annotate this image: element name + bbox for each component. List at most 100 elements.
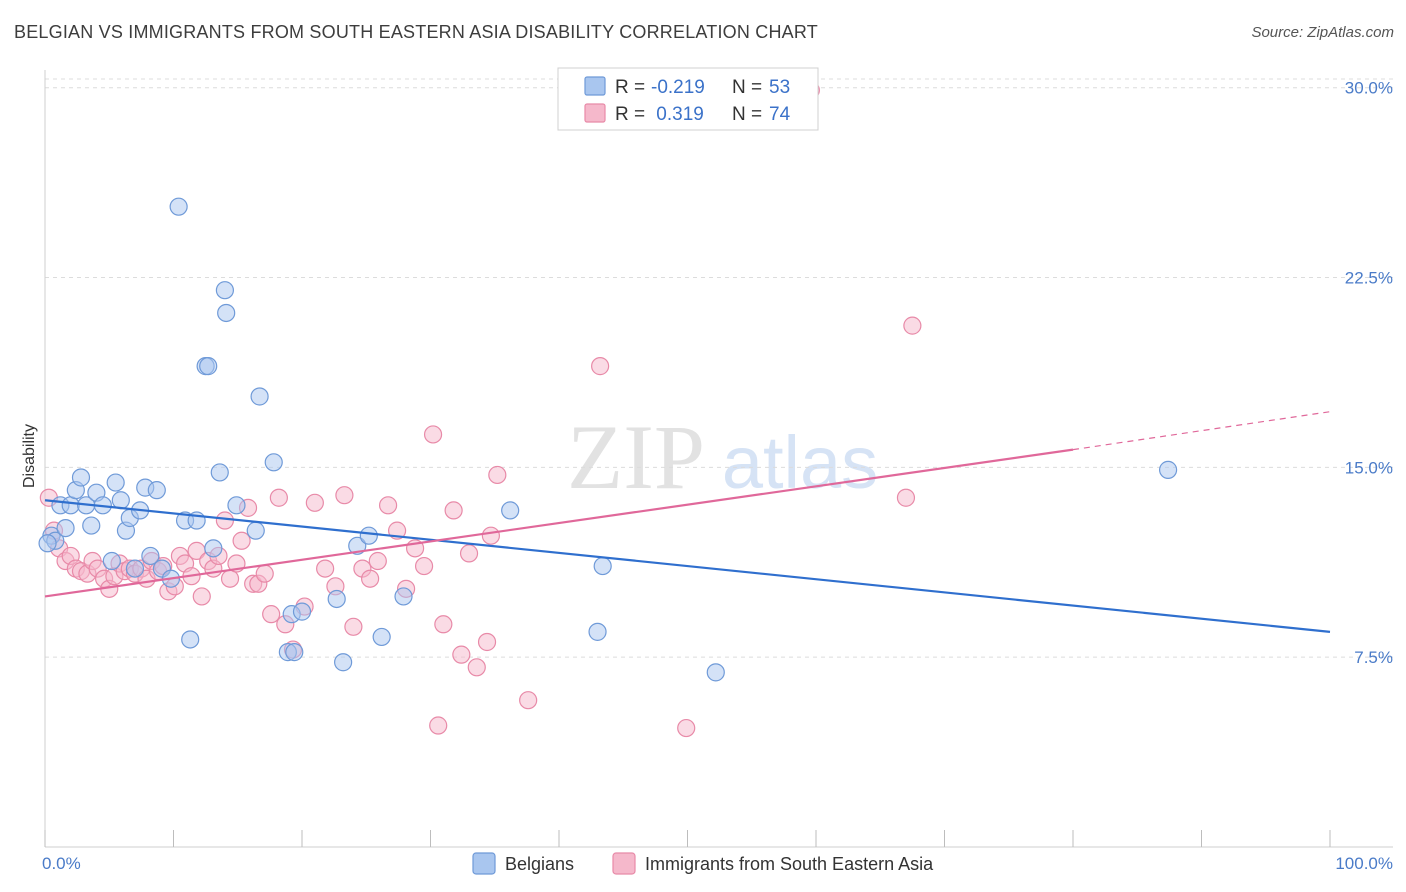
belgians-point: [56, 519, 75, 538]
stats-n-label-belgians: N =: [732, 77, 762, 98]
x-tick-label-min: 0.0%: [42, 854, 81, 873]
belgians-point: [227, 496, 246, 515]
immigrants-point: [269, 488, 288, 507]
immigrants-point: [335, 486, 354, 505]
belgians-point: [327, 589, 346, 609]
belgians-point: [141, 546, 160, 566]
trendlines: [44, 411, 1331, 633]
stats-r-value-belgians: -0.219: [651, 77, 705, 98]
immigrants-point: [305, 493, 324, 512]
immigrants-point: [378, 496, 398, 515]
belgians-point: [588, 622, 607, 641]
y-axis-label: Disability: [21, 424, 38, 488]
immigrants-point: [434, 615, 453, 634]
belgians-point: [394, 587, 413, 606]
immigrants-point: [677, 718, 696, 738]
immigrants-point: [444, 501, 463, 520]
immigrants-point: [591, 357, 610, 376]
belgians-point: [61, 496, 80, 515]
belgians-point: [334, 653, 353, 672]
immigrants-point: [429, 716, 448, 735]
immigrants-trendline: [44, 448, 1074, 598]
belgians-point: [1158, 460, 1178, 479]
y-tick-label: 30.0%: [1345, 79, 1393, 98]
immigrants-point: [361, 569, 380, 588]
immigrants-point: [488, 465, 507, 485]
belgians-point: [215, 281, 234, 300]
legend-swatch-belgians: [472, 852, 496, 875]
bottom-legend: Belgians Immigrants from South Eastern A…: [472, 852, 934, 875]
belgians-point: [38, 534, 57, 553]
stats-n-value-belgians: 53: [769, 77, 790, 98]
belgians-point: [125, 559, 145, 578]
immigrants-point: [255, 564, 274, 583]
belgians-point: [204, 539, 223, 558]
belgians-point: [82, 516, 101, 535]
immigrants-point: [414, 556, 434, 576]
source-label: Source: ZipAtlas.com: [1251, 24, 1394, 41]
belgians-point: [217, 303, 236, 323]
legend-swatch-immigrants: [612, 852, 636, 875]
watermark-atlas: atlas: [722, 421, 878, 504]
legend-label-immigrants: Immigrants from South Eastern Asia: [645, 854, 934, 874]
y-tick-labels: 7.5% 15.0% 22.5% 30.0%: [1345, 79, 1393, 667]
immigrants-point: [477, 632, 497, 652]
belgians-point: [106, 473, 125, 492]
immigrants-point: [896, 488, 916, 507]
immigrants-point: [220, 569, 240, 588]
immigrants-point: [452, 645, 471, 664]
axes: [44, 70, 1393, 848]
immigrants-point: [903, 316, 922, 335]
y-tick-label: 22.5%: [1345, 269, 1393, 288]
belgians-point: [246, 521, 265, 540]
stats-legend-swatch-immigrants: [584, 103, 606, 123]
immigrants-point: [481, 526, 500, 545]
belgians-point: [292, 602, 312, 621]
belgians-point: [147, 481, 166, 500]
belgians-point: [250, 387, 269, 406]
belgians-point: [593, 556, 612, 576]
watermark: ZIP atlas: [567, 406, 878, 508]
belgians-point: [372, 627, 391, 647]
belgians-point: [285, 643, 304, 662]
stats-legend: R = -0.219 N = 53 R = 0.319 N = 74: [557, 67, 819, 131]
belgians-point: [71, 468, 91, 487]
immigrants-point: [423, 425, 443, 444]
belgians-point: [199, 357, 218, 376]
stats-n-value-immigrants: 74: [769, 104, 791, 125]
belgians-point: [359, 526, 378, 545]
stats-r-label-immigrants: R =: [615, 104, 645, 125]
belgians-point: [102, 551, 121, 571]
immigrants-point: [459, 544, 479, 563]
immigrants-point: [316, 559, 335, 578]
immigrants-point: [232, 531, 251, 550]
immigrants-point: [368, 551, 387, 571]
immigrants-point: [215, 511, 234, 530]
immigrants-point: [262, 605, 281, 624]
stats-legend-swatch-belgians: [584, 76, 606, 96]
series-immigrants: [39, 81, 922, 738]
belgians-point: [501, 501, 520, 520]
gridlines: [45, 78, 1393, 658]
belgians-point: [181, 630, 200, 649]
immigrants-point: [467, 658, 486, 677]
watermark-zip: ZIP: [567, 406, 705, 508]
belgians-trendline: [44, 499, 1331, 633]
x-tick-labels: 0.0% 100.0%: [42, 854, 1393, 873]
legend-label-belgians: Belgians: [505, 854, 574, 874]
y-tick-label: 15.0%: [1345, 458, 1393, 477]
y-tick-label: 7.5%: [1354, 648, 1393, 667]
stats-r-value-immigrants: 0.319: [651, 104, 704, 125]
immigrants-trendline-extension: [1072, 411, 1331, 451]
belgians-point: [348, 536, 367, 555]
immigrants-point: [344, 617, 363, 636]
stats-r-label-belgians: R =: [615, 77, 645, 98]
belgians-point: [264, 453, 283, 472]
belgians-point: [706, 663, 725, 682]
immigrants-point: [519, 691, 538, 710]
immigrants-point: [192, 587, 211, 606]
chart-title: BELGIAN VS IMMIGRANTS FROM SOUTH EASTERN…: [14, 22, 818, 42]
belgians-point: [111, 491, 130, 510]
belgians-point: [210, 463, 229, 482]
